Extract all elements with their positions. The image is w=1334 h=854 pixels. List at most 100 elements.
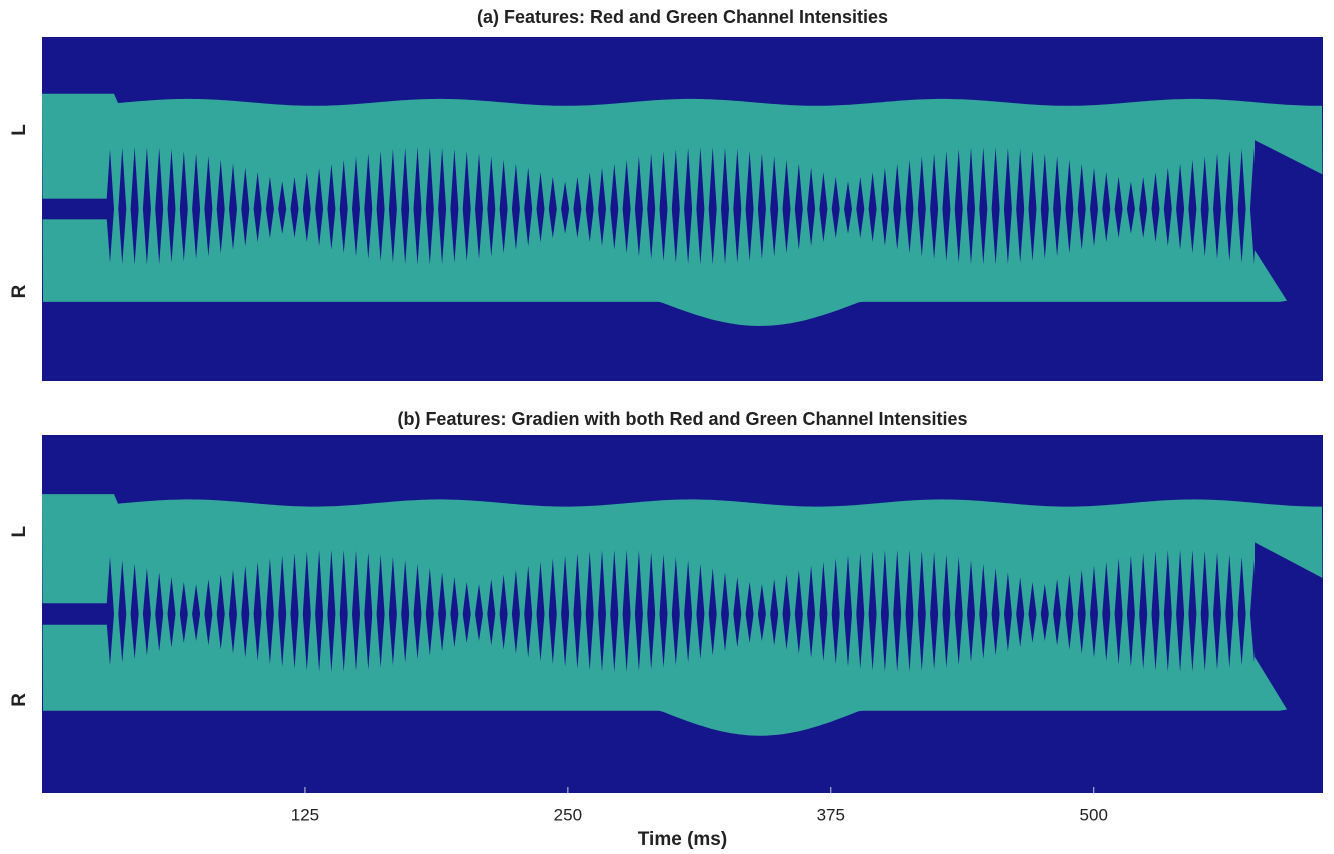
- glottal-cycle: [647, 153, 656, 259]
- glottal-cycle: [782, 574, 791, 650]
- glottal-cycle: [1188, 159, 1197, 254]
- glottal-cycle: [290, 176, 299, 238]
- glottal-cycle: [315, 167, 324, 246]
- glottal-cycle: [229, 569, 237, 654]
- glottal-cycle: [967, 560, 975, 663]
- glottal-cycle: [155, 147, 164, 265]
- glottal-cycle: [671, 149, 680, 263]
- glottal-cycle: [106, 149, 114, 263]
- glottal-gap: [42, 603, 112, 625]
- glottal-cycle: [315, 550, 324, 672]
- glottal-cycle: [893, 163, 902, 250]
- glottal-cycle: [967, 147, 975, 265]
- panel-title: (b) Features: Gradien with both Red and …: [397, 409, 967, 429]
- glottal-cycle: [524, 167, 533, 247]
- glottal-gap: [42, 198, 112, 220]
- glottal-cycle: [1213, 153, 1221, 260]
- y-tick-label: R: [9, 693, 30, 707]
- glottal-cycle: [757, 583, 766, 642]
- glottal-cycle: [327, 549, 336, 672]
- x-tick-label: 375: [817, 805, 845, 824]
- glottal-cycle: [659, 554, 668, 668]
- glottal-cycle: [475, 153, 483, 260]
- glottal-cycle: [229, 163, 237, 251]
- x-tick-label: 250: [554, 805, 582, 824]
- glottal-cycle: [253, 171, 262, 243]
- glottal-cycle: [401, 147, 410, 265]
- glottal-cycle: [893, 549, 902, 672]
- glottal-cycle: [622, 159, 631, 254]
- glottal-cycle: [585, 172, 594, 242]
- glottal-cycle: [868, 172, 877, 243]
- glottal-cycle: [438, 147, 447, 265]
- glottal-cycle: [1249, 147, 1258, 265]
- glottal-cycle: [831, 558, 840, 665]
- glottal-cycle: [327, 163, 336, 250]
- x-tick-label: 125: [291, 805, 319, 824]
- glottal-cycle: [1225, 554, 1234, 668]
- glottal-cycle: [647, 552, 656, 670]
- glottal-cycle: [1065, 574, 1074, 650]
- glottal-cycle: [770, 579, 779, 646]
- right-edge: [1255, 140, 1323, 306]
- glottal-cycle: [1237, 149, 1246, 263]
- glottal-cycle: [487, 579, 496, 646]
- glottal-cycle: [536, 172, 545, 243]
- glottal-cycle: [1213, 552, 1221, 670]
- glottal-cycle: [438, 572, 447, 652]
- glottal-cycle: [622, 549, 631, 672]
- glottal-cycle: [1163, 550, 1172, 672]
- glottal-cycle: [880, 167, 889, 247]
- glottal-cycle: [401, 560, 410, 663]
- glottal-cycle: [696, 147, 705, 265]
- glottal-cycle: [1040, 583, 1049, 642]
- glottal-cycle: [819, 172, 828, 243]
- glottal-cycle: [880, 550, 889, 672]
- glottal-cycle: [499, 159, 508, 254]
- glottal-cycle: [598, 550, 606, 672]
- glottal-cycle: [1016, 577, 1025, 648]
- glottal-cycle: [1114, 558, 1123, 665]
- glottal-cycle: [265, 558, 274, 665]
- glottal-cycle: [413, 563, 422, 660]
- glottal-cycle: [991, 147, 1000, 265]
- glottal-cycle: [1225, 150, 1234, 262]
- panel-title: (a) Features: Red and Green Channel Inte…: [477, 7, 888, 27]
- glottal-cycle: [905, 159, 914, 254]
- x-tick-label: 500: [1080, 805, 1108, 824]
- glottal-cycle: [819, 561, 828, 662]
- glottal-cycle: [179, 150, 188, 262]
- glottal-cycle: [118, 560, 127, 663]
- glottal-cycle: [548, 558, 557, 665]
- glottal-cycle: [942, 554, 951, 668]
- glottal-cycle: [856, 176, 865, 238]
- glottal-cycle: [290, 552, 299, 669]
- glottal-cycle: [1102, 172, 1111, 243]
- glottal-cycle: [856, 552, 865, 669]
- glottal-cycle: [991, 568, 1000, 656]
- glottal-cycle: [364, 552, 373, 670]
- glottal-cycle: [216, 574, 225, 650]
- glottal-cycle: [573, 176, 582, 238]
- glottal-cycle: [942, 150, 951, 262]
- glottal-cycle: [462, 150, 471, 262]
- glottal-cycle: [142, 147, 151, 265]
- glottal-cycle: [499, 574, 508, 650]
- glottal-cycle: [610, 163, 619, 250]
- glottal-cycle: [684, 560, 693, 663]
- glottal-cycle: [106, 556, 114, 666]
- glottal-cycle: [930, 552, 939, 670]
- glottal-cycle: [782, 159, 791, 254]
- glottal-cycle: [917, 156, 926, 257]
- glottal-cycle: [1090, 167, 1098, 247]
- glottal-cycle: [1077, 163, 1086, 250]
- glottal-cycle: [1065, 159, 1074, 254]
- glottal-cycle: [450, 149, 459, 263]
- y-tick-label: L: [9, 525, 30, 537]
- vocal-fold-area: [42, 93, 1323, 326]
- glottal-cycle: [192, 584, 201, 641]
- glottal-cycle: [376, 554, 385, 668]
- glottal-cycle: [536, 561, 545, 662]
- glottal-cycle: [1176, 549, 1185, 672]
